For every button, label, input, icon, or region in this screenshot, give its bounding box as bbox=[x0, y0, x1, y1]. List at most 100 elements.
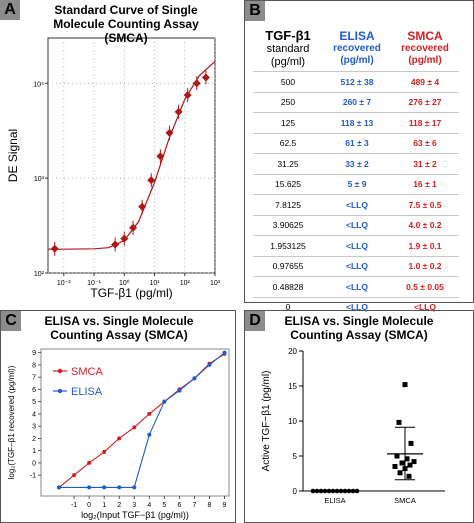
legend-marker-elisa bbox=[57, 388, 63, 394]
header-smca-name: SMCA bbox=[407, 29, 443, 43]
x-tick-label: 9 bbox=[223, 502, 227, 509]
x-tick-label: 7 bbox=[192, 502, 196, 509]
legend-label-smca: SMCA bbox=[71, 366, 103, 378]
panel-a: 10⁻² 10⁻¹ 10⁰ 10¹ 10² 10³ 10² 10³ 10⁴ TGF-β1 (pg/… bbox=[0, 0, 228, 303]
panel-label-d: D bbox=[245, 311, 265, 331]
data-point-elisa bbox=[87, 485, 92, 490]
cell-smca: 1.9 ± 0.1 bbox=[391, 235, 459, 256]
table-row: 250 260 ± 7 276 ± 27 bbox=[253, 91, 459, 113]
x-tick-label: 10⁻² bbox=[57, 280, 71, 287]
cell-elisa: 33 ± 2 bbox=[323, 153, 391, 174]
table-row: 15.625 5 ± 9 16 ± 1 bbox=[253, 173, 459, 195]
cell-smca: 7.5 ± 0.5 bbox=[391, 194, 459, 215]
x-tick-label: 10³ bbox=[210, 280, 221, 287]
header-elisa: ELISA recovered (pg/ml) bbox=[323, 25, 391, 72]
x-tick-label: 2 bbox=[117, 502, 121, 509]
table-row: 62.5 61 ± 3 63 ± 6 bbox=[253, 132, 459, 154]
x-tick-label: 10¹ bbox=[149, 280, 160, 287]
y-tick-label: 5 bbox=[293, 452, 298, 461]
cell-smca: 31 ± 2 bbox=[391, 153, 459, 174]
y-tick-label: 9 bbox=[32, 350, 36, 357]
y-tick-label: 4 bbox=[32, 411, 36, 418]
panel-b: B TGF-β1 standard (pg/ml) ELISA recovere… bbox=[244, 0, 474, 317]
x-tick-label: 10⁻¹ bbox=[87, 280, 101, 287]
y-tick-label: 10⁴ bbox=[33, 81, 44, 88]
cell-standard: 250 bbox=[253, 91, 323, 113]
table-row: 0.97655 <LLQ 1.0 ± 0.2 bbox=[253, 255, 459, 277]
data-point-smca bbox=[147, 411, 152, 416]
x-tick-label: 3 bbox=[132, 502, 136, 509]
plot-frame bbox=[47, 37, 216, 274]
data-point-elisa bbox=[117, 485, 122, 490]
recovery-table: TGF-β1 standard (pg/ml) ELISA recovered … bbox=[253, 25, 459, 317]
header-standard: TGF-β1 standard (pg/ml) bbox=[253, 25, 323, 72]
y-tick-label: 5 bbox=[32, 399, 36, 406]
chart-d: 0 5 10 15 20 ELISA SMCA Active TGF−β1 (pg/ml) bbox=[261, 347, 445, 505]
cell-standard: 15.625 bbox=[253, 173, 323, 195]
x-tick-label: 1 bbox=[102, 502, 106, 509]
data-point-smca bbox=[117, 436, 122, 441]
data-point-elisa bbox=[177, 388, 182, 393]
header-standard-name: TGF-β1 bbox=[265, 27, 311, 43]
y-tick-label: 10² bbox=[34, 271, 45, 278]
fit-curve bbox=[48, 60, 216, 250]
data-point-smca bbox=[411, 459, 417, 465]
table-row: 0 <LLQ <LLQ bbox=[253, 296, 459, 317]
x-tick-label: 10² bbox=[180, 280, 191, 287]
data-point-smca bbox=[407, 462, 413, 468]
cell-standard: 31.25 bbox=[253, 153, 323, 174]
data-point-smca bbox=[102, 449, 107, 454]
table-row: 1.953125 <LLQ 1.9 ± 0.1 bbox=[253, 235, 459, 256]
header-smca-line2: recovered bbox=[401, 43, 449, 54]
table-row: 500 512 ± 38 489 ± 4 bbox=[253, 71, 459, 92]
data-point-elisa bbox=[192, 376, 197, 381]
cell-elisa: 118 ± 13 bbox=[323, 112, 391, 133]
y-tick-label: 15 bbox=[288, 382, 297, 391]
cell-smca: <LLQ bbox=[391, 296, 459, 317]
data-point bbox=[129, 223, 138, 232]
data-point-smca bbox=[406, 473, 412, 479]
x-tick-label: 0 bbox=[87, 502, 91, 509]
cell-elisa: <LLQ bbox=[323, 235, 391, 256]
header-smca-unit: (pg/ml) bbox=[408, 55, 442, 66]
data-point bbox=[201, 73, 210, 82]
y-tick-label: -1 bbox=[30, 473, 36, 480]
y-axis-label: Active TGF−β1 (pg/ml) bbox=[261, 371, 272, 472]
y-axis-label: log₂(TGF−β1 recovered (pg/ml)) bbox=[7, 365, 16, 479]
data-point bbox=[192, 79, 201, 88]
header-elisa-line2: recovered bbox=[333, 43, 381, 54]
cell-standard: 1.953125 bbox=[253, 235, 323, 256]
cell-smca: 16 ± 1 bbox=[391, 173, 459, 195]
cell-standard: 0 bbox=[253, 296, 323, 317]
data-point-smca bbox=[399, 460, 405, 466]
header-elisa-name: ELISA bbox=[339, 29, 375, 43]
chart-d-title: ELISA vs. Single Molecule Counting Assay… bbox=[284, 314, 434, 342]
y-tick-label: 10 bbox=[288, 417, 297, 426]
x-tick-label: 6 bbox=[177, 502, 181, 509]
chart-c: -1 0 1 2 3 4 5 6 7 8 9 -1 0 1 2 3 4 5 6 7 8 9 SMCA ELISA log₂(In… bbox=[7, 348, 230, 520]
y-tick-label: 8 bbox=[32, 362, 36, 369]
table-row: 125 118 ± 13 118 ± 17 bbox=[253, 112, 459, 133]
x-axis-label: TGF-β1 (pg/ml) bbox=[90, 286, 172, 300]
data-point-smca bbox=[397, 470, 403, 476]
cell-elisa: <LLQ bbox=[323, 214, 391, 236]
cell-standard: 0.97655 bbox=[253, 255, 323, 277]
legend-marker-smca bbox=[57, 368, 63, 374]
table-header-row: TGF-β1 standard (pg/ml) ELISA recovered … bbox=[253, 25, 459, 72]
y-tick-label: 2 bbox=[32, 436, 36, 443]
cell-elisa: <LLQ bbox=[323, 276, 391, 297]
cell-smca: 276 ± 27 bbox=[391, 91, 459, 113]
table-row: 0.48828 <LLQ 0.5 ± 0.05 bbox=[253, 276, 459, 297]
cell-elisa: 61 ± 3 bbox=[323, 132, 391, 154]
x-category-label: ELISA bbox=[324, 496, 345, 505]
panel-label-a: A bbox=[0, 0, 20, 20]
panel-d: 0 5 10 15 20 ELISA SMCA Active TGF−β1 (pg/ml) D… bbox=[244, 310, 474, 523]
x-axis-label: log₂(Input TGF−β1 (pg/ml)) bbox=[81, 510, 189, 520]
data-point-elisa bbox=[102, 485, 107, 490]
chart-a: 10⁻² 10⁻¹ 10⁰ 10¹ 10² 10³ 10² 10³ 10⁴ TGF-β1 (pg/… bbox=[6, 37, 221, 300]
chart-a-title: Standard Curve of Single Molecule Counti… bbox=[53, 3, 199, 45]
cell-standard: 125 bbox=[253, 112, 323, 133]
data-point bbox=[111, 240, 120, 249]
data-point-elisa bbox=[57, 485, 62, 490]
header-standard-unit: (pg/ml) bbox=[270, 55, 306, 68]
